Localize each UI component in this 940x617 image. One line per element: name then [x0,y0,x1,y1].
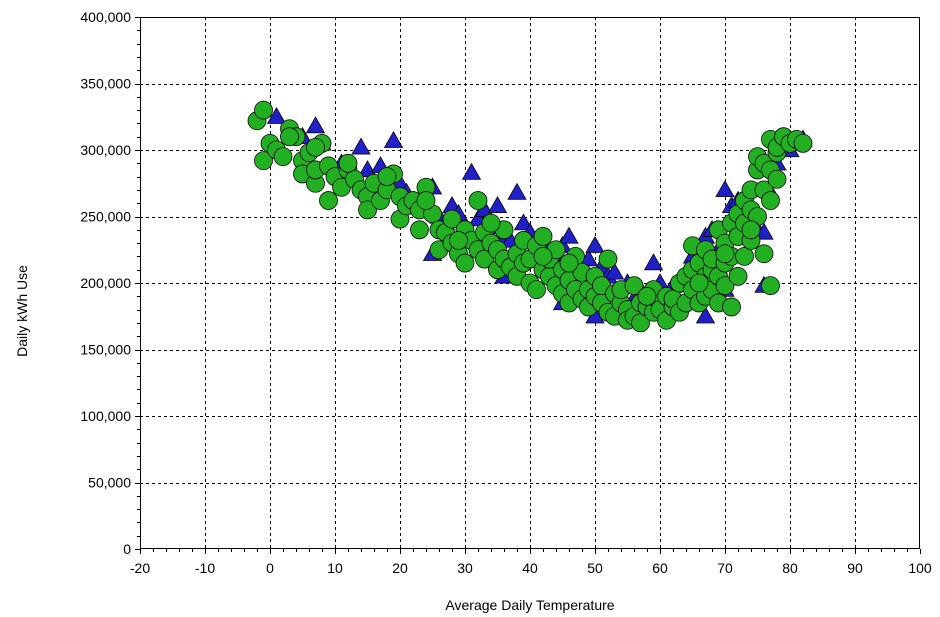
x-tick-label: -10 [195,560,215,576]
circle-point [468,191,488,210]
triangle-point [715,180,735,198]
triangle-point [351,137,371,155]
y-tick-label: 200,000 [80,275,131,291]
x-tick-label: 100 [908,560,932,576]
x-axis-title: Average Daily Temperature [445,597,614,613]
circle-point [273,147,293,167]
circle-point [722,297,741,317]
circle-point [475,249,494,269]
x-tick-label: 50 [587,560,603,576]
circle-point [254,100,273,120]
plot-frame [140,17,920,549]
circle-point [533,227,553,246]
circle-point [306,137,325,157]
circle-point [735,246,754,266]
circle-point [280,127,299,147]
x-tick-label: 90 [847,560,863,576]
circle-point [416,191,436,210]
circle-point [442,209,462,229]
circle-point [533,246,553,266]
y-tick-label: 150,000 [80,342,131,358]
circle-point [449,231,468,250]
circle-point [754,244,774,264]
tick-labels: -20 -10 0 10 20 30 40 50 60 70 80 90 100 0 50,000 100,0… [80,9,932,576]
data-points [247,100,813,333]
circle-point [559,253,579,273]
triangle-point [461,162,482,180]
x-tick-label: 80 [782,560,798,576]
circle-point [728,266,748,286]
circle-point [527,280,546,300]
x-tick-label: 30 [457,560,473,576]
y-tick-label: 300,000 [80,142,131,158]
triangle-point [383,130,404,148]
x-tick-label: -20 [130,560,150,576]
y-tick-label: 100,000 [80,408,131,424]
triangle-point [643,253,664,271]
circle-point [624,276,644,296]
triangle-point [695,306,716,324]
x-tick-label: 0 [266,560,274,576]
x-tick-label: 60 [652,560,668,576]
x-tick-label: 40 [522,560,538,576]
circle-point [410,220,429,240]
circle-point [631,313,650,333]
circle-point [637,286,657,306]
x-tick-label: 10 [327,560,343,576]
circle-point [761,191,780,210]
triangle-point [305,116,326,134]
circle-point [741,220,761,240]
triangle-point [507,182,527,200]
y-tick-label: 0 [123,541,131,557]
plot-border [140,17,920,549]
circle-point [715,244,735,264]
y-tick-label: 50,000 [88,475,131,491]
triangle-point [487,196,508,214]
triangle-point [559,226,579,244]
y-axis-title: Daily kWh Use [14,265,30,357]
triangle-point [513,213,534,231]
circle-point [761,276,780,296]
y-tick-label: 250,000 [80,209,131,225]
circle-point [689,273,709,293]
x-tick-label: 70 [717,560,733,576]
circle-point [319,191,338,210]
circle-point [481,213,501,233]
circle-point [715,276,735,296]
circle-point [377,167,397,187]
circle-point [767,169,787,189]
triangle-point [585,235,605,253]
triangle-point [266,106,287,124]
circle-point [793,133,813,153]
circle-point [358,200,377,220]
circle-point [254,151,273,171]
y-tick-label: 400,000 [80,9,131,25]
circle-point [338,153,358,173]
x-tick-label: 20 [392,560,408,576]
tick-marks [135,17,921,554]
triangle-point [604,262,625,280]
y-tick-label: 350,000 [80,76,131,92]
circle-point [455,253,475,273]
circle-point [598,249,618,269]
